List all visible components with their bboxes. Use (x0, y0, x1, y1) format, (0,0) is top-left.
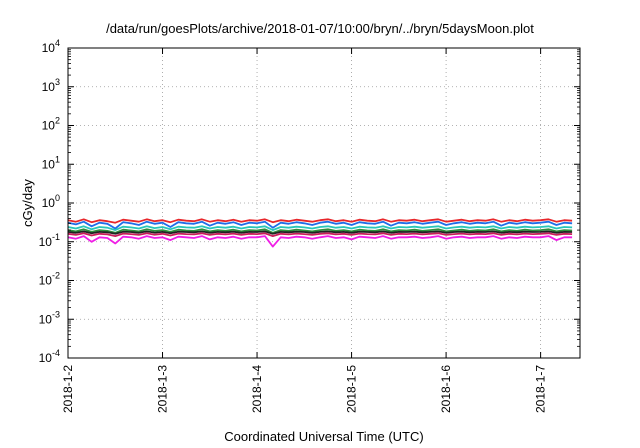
y-tick-label: 103 (42, 77, 60, 94)
series-line (67, 220, 573, 230)
y-axis-label: cGy/day (20, 179, 35, 227)
y-tick-label: 10-4 (39, 348, 60, 365)
x-tick-label: 2018-1-6 (439, 365, 453, 413)
y-tick-label: 102 (42, 116, 60, 133)
series-line (67, 235, 573, 248)
y-tick-label: 10-3 (39, 309, 60, 326)
x-axis: 2018-1-2 2018-1-3 2018-1-4 2018-1-5 2018-1-6… (61, 48, 548, 413)
series-line (67, 232, 573, 238)
x-tick-label: 2018-1-5 (345, 365, 359, 413)
chart-title: /data/run/goesPlots/archive/2018-01-07/1… (106, 21, 534, 36)
y-tick-label: 10-2 (39, 271, 60, 288)
y-tick-label: 101 (42, 154, 60, 171)
grid (68, 48, 580, 358)
series-line (67, 225, 573, 232)
y-axis: 10-4 10-3 10-2 10-1 100 101 102 103 104 (39, 38, 580, 365)
series-line (67, 230, 573, 235)
x-tick-label: 2018-1-7 (534, 365, 548, 413)
y-tick-label: 104 (42, 38, 60, 55)
x-tick-label: 2018-1-3 (156, 365, 170, 413)
series-line (67, 228, 573, 234)
series-line (67, 218, 573, 224)
y-tick-label: 10-1 (39, 232, 60, 249)
series-group (67, 218, 573, 248)
y-tick-label: 100 (42, 193, 60, 210)
x-axis-label: Coordinated Universal Time (UTC) (224, 429, 423, 444)
x-tick-label: 2018-1-2 (61, 365, 75, 413)
x-tick-label: 2018-1-4 (250, 365, 264, 413)
